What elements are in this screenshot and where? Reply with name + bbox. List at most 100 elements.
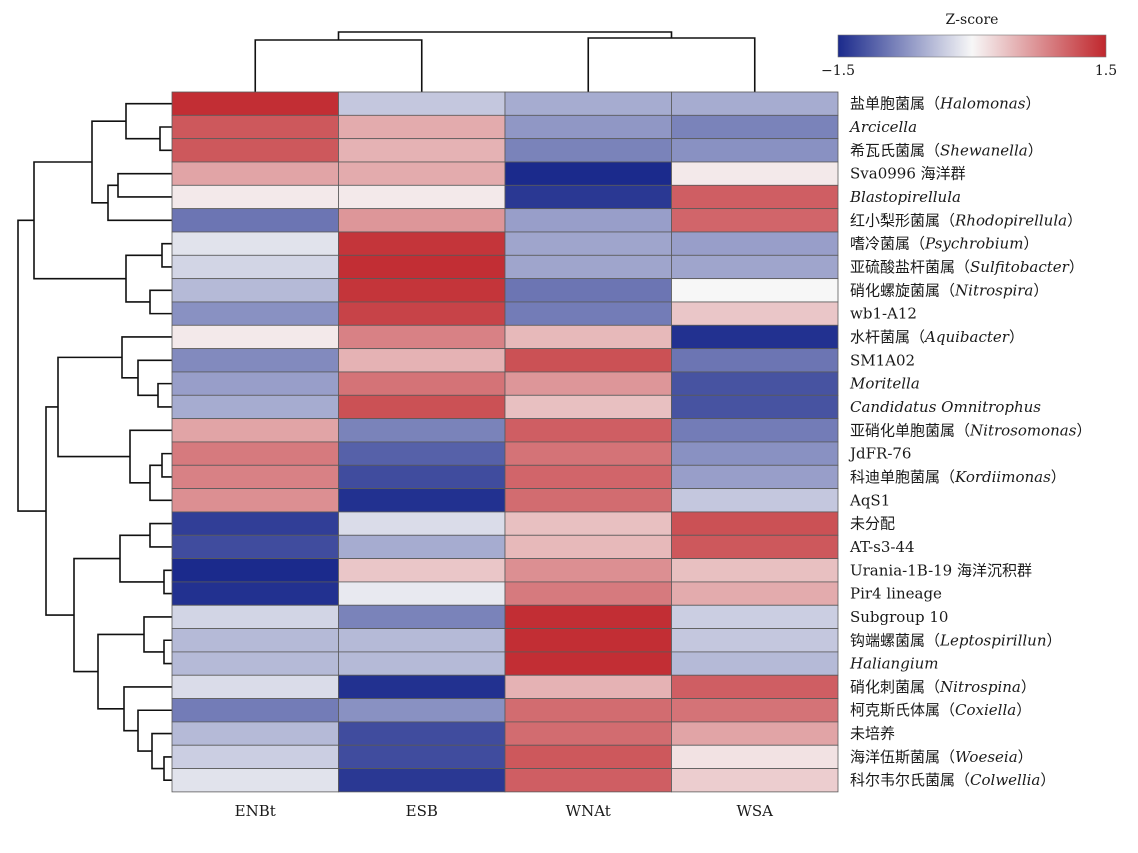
heatmap-cell — [671, 161, 839, 186]
heatmap-cell — [504, 231, 672, 256]
column-dendrogram-branch — [337, 31, 673, 40]
heatmap-cell — [171, 114, 339, 140]
row-dendrogram-branch — [143, 616, 172, 653]
heatmap-cell — [671, 744, 839, 769]
legend-max-label: 1.5 — [1095, 63, 1117, 79]
heatmap-cell — [671, 464, 839, 490]
row-label: 亚硫酸盐杆菌属（Sulfitobacter） — [850, 258, 1084, 276]
row-label: 科迪单胞菌属（Kordiimonas） — [850, 468, 1066, 486]
legend-colorbar — [837, 34, 1107, 58]
heatmap-cell — [338, 418, 506, 443]
heatmap-cell — [338, 184, 506, 210]
row-label: JdFR-76 — [848, 445, 911, 463]
heatmap-cell — [504, 721, 672, 746]
row-dendrogram-branch — [159, 126, 172, 152]
row-dendrogram-branch — [163, 639, 172, 665]
heatmap-cell — [171, 464, 339, 490]
row-label: 钩端螺菌属（Leptospirillun） — [850, 631, 1062, 649]
row-label: 盐单胞菌属（Halomonas） — [850, 95, 1040, 113]
row-dendrogram-branch — [163, 756, 172, 782]
column-label: ESB — [406, 802, 438, 820]
row-dendrogram-branch — [125, 254, 162, 303]
heatmap-cell — [671, 371, 839, 396]
row-label: 未培养 — [850, 725, 895, 743]
row-label: Subgroup 10 — [850, 608, 948, 626]
heatmap-cell — [504, 371, 672, 396]
heatmap-cell — [338, 698, 506, 723]
heatmap-cell — [171, 558, 339, 583]
heatmap-cell — [171, 511, 339, 536]
row-dendrogram-branch — [91, 120, 126, 204]
heatmap-cell — [504, 488, 672, 513]
heatmap-cell — [171, 138, 339, 163]
row-label: 硝化刺菌属（Nitrospina） — [850, 678, 1036, 696]
row-dendrogram-branch — [17, 219, 46, 512]
row-label: Moritella — [849, 375, 920, 393]
heatmap-cell — [171, 91, 339, 116]
heatmap-cell — [504, 651, 672, 676]
heatmap-cell — [671, 254, 839, 280]
heatmap-cell — [171, 184, 339, 210]
row-dendrogram — [17, 102, 172, 782]
row-dendrogram-branch — [97, 633, 144, 710]
heatmap-cell — [171, 768, 339, 793]
heatmap-cell — [671, 488, 839, 513]
heatmap-cell — [671, 208, 839, 233]
heatmap-cell — [338, 348, 506, 373]
row-dendrogram-branch — [45, 406, 74, 616]
row-labels: 盐单胞菌属（Halomonas） Arcicella 希瓦氏菌属（Shewanell… — [848, 95, 1091, 790]
heatmap-cell — [338, 534, 506, 560]
row-label: 希瓦氏菌属（Shewanella） — [850, 141, 1043, 159]
heatmap-cell — [671, 674, 839, 699]
row-dendrogram-branch — [151, 732, 172, 770]
row-dendrogram-branch — [161, 242, 172, 268]
row-dendrogram-branch — [119, 534, 164, 583]
heatmap-cell — [671, 581, 839, 606]
row-label: AqS1 — [849, 491, 890, 509]
row-dendrogram-branch — [149, 522, 172, 548]
heatmap-cell — [671, 441, 839, 466]
heatmap-cell — [504, 558, 672, 583]
heatmap-cell — [504, 698, 672, 723]
heatmap-cell — [338, 511, 506, 536]
heatmap-cell — [504, 138, 672, 163]
heatmap-cell — [171, 721, 339, 746]
heatmap-cell — [504, 254, 672, 280]
heatmap-cell — [338, 278, 506, 303]
heatmap-cell — [171, 348, 339, 373]
heatmap-cell — [338, 301, 506, 326]
row-label: Blastopirellula — [849, 188, 961, 206]
heatmap-cell — [671, 558, 839, 583]
row-dendrogram-branch — [125, 102, 172, 140]
heatmap-cell — [171, 231, 339, 256]
row-label: 未分配 — [850, 515, 895, 533]
heatmap-cell — [338, 394, 506, 420]
heatmap-cell — [171, 324, 339, 350]
row-label: AT-s3-44 — [849, 538, 915, 556]
heatmap-cell — [338, 721, 506, 746]
heatmap-cell — [171, 581, 339, 606]
heatmap-cell — [171, 418, 339, 443]
heatmap-cell — [338, 558, 506, 583]
heatmap-cell — [171, 744, 339, 769]
heatmap-cell — [338, 581, 506, 606]
legend-title: Z-score — [946, 12, 999, 28]
row-label: SM1A02 — [850, 351, 915, 369]
heatmap-cell — [338, 674, 506, 699]
heatmap-cell — [338, 138, 506, 163]
heatmap-cell — [504, 394, 672, 420]
heatmap-cell — [671, 301, 839, 326]
heatmap-cell — [504, 161, 672, 186]
row-dendrogram-branch — [161, 452, 172, 478]
heatmap-cell — [504, 768, 672, 793]
row-label: Pir4 lineage — [850, 585, 942, 603]
heatmap-cell — [504, 418, 672, 443]
row-dendrogram-branch — [117, 172, 172, 198]
heatmap-cell — [504, 464, 672, 490]
heatmap-cell — [338, 231, 506, 256]
row-dendrogram-branch — [157, 382, 172, 408]
row-label: Haliangium — [849, 655, 939, 673]
row-label: wb1-A12 — [850, 305, 917, 323]
heatmap-cell — [338, 604, 506, 629]
